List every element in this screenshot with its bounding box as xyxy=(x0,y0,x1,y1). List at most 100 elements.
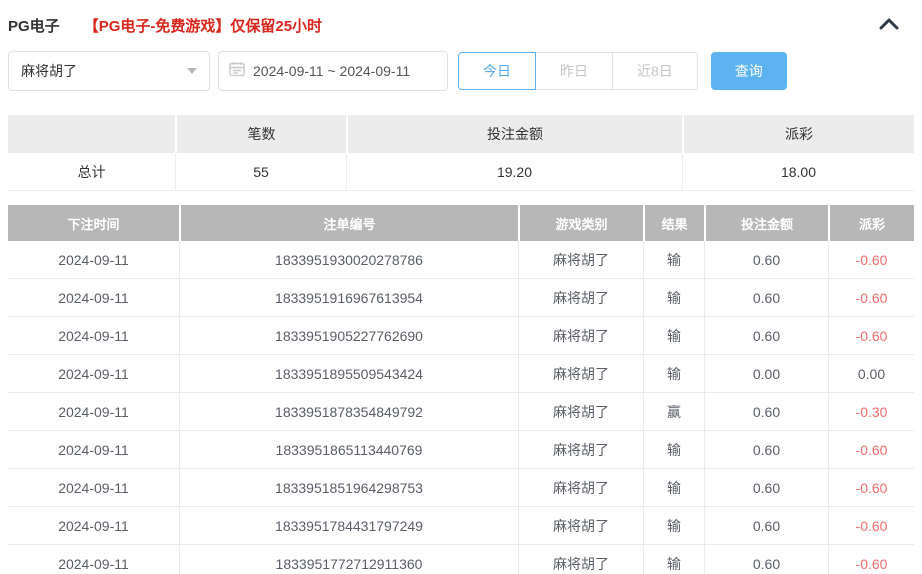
bet-id-cell: 1833951865113440769 xyxy=(179,431,518,469)
result-cell: 输 xyxy=(643,431,704,469)
chevron-down-icon xyxy=(187,68,197,74)
game-type-cell: 麻将胡了 xyxy=(518,469,643,507)
bet-amount-cell: 0.00 xyxy=(704,355,828,393)
payout-cell: -0.60 xyxy=(828,431,914,469)
game-type-cell: 麻将胡了 xyxy=(518,545,643,574)
table-row: 2024-09-11 1833951930020278786 麻将胡了 输 0.… xyxy=(8,241,914,279)
payout-cell: -0.60 xyxy=(828,545,914,574)
bet-id-cell: 1833951851964298753 xyxy=(179,469,518,507)
quick-range-last8days-button[interactable]: 近8日 xyxy=(613,52,698,90)
bet-id-cell: 1833951916967613954 xyxy=(179,279,518,317)
col-payout: 派彩 xyxy=(828,205,914,241)
summary-header-row: 笔数 投注金额 派彩 xyxy=(8,115,914,153)
bet-date-cell: 2024-09-11 xyxy=(8,355,179,393)
summary-col-count: 笔数 xyxy=(175,115,346,153)
payout-cell: -0.60 xyxy=(828,279,914,317)
free-game-notice: 【PG电子-免费游戏】仅保留25小时 xyxy=(83,18,323,35)
game-select-value: 麻将胡了 xyxy=(21,63,77,79)
payout-cell: -0.30 xyxy=(828,393,914,431)
bet-id-cell: 1833951930020278786 xyxy=(179,241,518,279)
filter-toolbar: 麻将胡了 2024-09-11 ~ 2024-09-11 今日 昨日 近8日 查… xyxy=(8,51,914,91)
bet-amount-cell: 0.60 xyxy=(704,317,828,355)
result-cell: 输 xyxy=(643,241,704,279)
game-type-cell: 麻将胡了 xyxy=(518,355,643,393)
summary-col-blank xyxy=(8,115,175,153)
col-bet-time: 下注时间 xyxy=(8,205,179,241)
summary-total-row: 总计 55 19.20 18.00 xyxy=(8,153,914,191)
bet-amount-cell: 0.60 xyxy=(704,393,828,431)
table-row: 2024-09-11 1833951895509543424 麻将胡了 输 0.… xyxy=(8,355,914,393)
table-row: 2024-09-11 1833951772712911360 麻将胡了 输 0.… xyxy=(8,545,914,574)
table-row: 2024-09-11 1833951851964298753 麻将胡了 输 0.… xyxy=(8,469,914,507)
bets-header-row: 下注时间 注单编号 游戏类别 结果 投注金额 派彩 xyxy=(8,205,914,241)
result-cell: 输 xyxy=(643,355,704,393)
bet-id-cell: 1833951784431797249 xyxy=(179,507,518,545)
date-range-picker[interactable]: 2024-09-11 ~ 2024-09-11 xyxy=(218,51,448,91)
bet-date-cell: 2024-09-11 xyxy=(8,469,179,507)
bet-id-cell: 1833951878354849792 xyxy=(179,393,518,431)
calendar-icon xyxy=(229,61,245,82)
bet-amount-cell: 0.60 xyxy=(704,545,828,574)
summary-total-bet-amount: 19.20 xyxy=(346,153,682,191)
game-type-cell: 麻将胡了 xyxy=(518,507,643,545)
game-type-cell: 麻将胡了 xyxy=(518,431,643,469)
panel-header: PG电子 【PG电子-免费游戏】仅保留25小时 xyxy=(8,0,914,46)
bet-records-table: 下注时间 注单编号 游戏类别 结果 投注金额 派彩 2024-09-11 183… xyxy=(8,205,914,574)
game-type-cell: 麻将胡了 xyxy=(518,241,643,279)
result-cell: 赢 xyxy=(643,393,704,431)
payout-cell: -0.60 xyxy=(828,241,914,279)
result-cell: 输 xyxy=(643,279,704,317)
payout-cell: -0.60 xyxy=(828,469,914,507)
bet-amount-cell: 0.60 xyxy=(704,279,828,317)
col-bet-amount: 投注金额 xyxy=(704,205,828,241)
payout-cell: -0.60 xyxy=(828,507,914,545)
table-row: 2024-09-11 1833951784431797249 麻将胡了 输 0.… xyxy=(8,507,914,545)
table-row: 2024-09-11 1833951916967613954 麻将胡了 输 0.… xyxy=(8,279,914,317)
collapse-button[interactable] xyxy=(876,12,902,38)
bet-date-cell: 2024-09-11 xyxy=(8,545,179,574)
game-type-cell: 麻将胡了 xyxy=(518,393,643,431)
result-cell: 输 xyxy=(643,545,704,574)
summary-total-count: 55 xyxy=(175,153,346,191)
table-row: 2024-09-11 1833951865113440769 麻将胡了 输 0.… xyxy=(8,431,914,469)
provider-title: PG电子 xyxy=(8,18,60,35)
summary-total-label: 总计 xyxy=(8,153,175,191)
bet-date-cell: 2024-09-11 xyxy=(8,431,179,469)
summary-table: 笔数 投注金额 派彩 总计 55 19.20 18.00 xyxy=(8,115,914,191)
table-row: 2024-09-11 1833951878354849792 麻将胡了 赢 0.… xyxy=(8,393,914,431)
summary-total-payout: 18.00 xyxy=(682,153,914,191)
bet-amount-cell: 0.60 xyxy=(704,241,828,279)
result-cell: 输 xyxy=(643,507,704,545)
bet-date-cell: 2024-09-11 xyxy=(8,241,179,279)
bet-date-cell: 2024-09-11 xyxy=(8,279,179,317)
col-bet-id: 注单编号 xyxy=(179,205,518,241)
col-result: 结果 xyxy=(643,205,704,241)
summary-col-payout: 派彩 xyxy=(682,115,914,153)
bet-id-cell: 1833951895509543424 xyxy=(179,355,518,393)
bet-id-cell: 1833951772712911360 xyxy=(179,545,518,574)
quick-range-group: 今日 昨日 近8日 xyxy=(458,52,698,90)
date-range-value: 2024-09-11 ~ 2024-09-11 xyxy=(253,63,411,79)
payout-cell: -0.60 xyxy=(828,317,914,355)
summary-col-bet-amount: 投注金额 xyxy=(346,115,682,153)
quick-range-today-button[interactable]: 今日 xyxy=(458,52,536,90)
search-button[interactable]: 查询 xyxy=(710,52,787,90)
quick-range-yesterday-button[interactable]: 昨日 xyxy=(536,52,613,90)
col-game-type: 游戏类别 xyxy=(518,205,643,241)
bet-date-cell: 2024-09-11 xyxy=(8,317,179,355)
chevron-up-icon xyxy=(879,18,899,33)
bet-amount-cell: 0.60 xyxy=(704,469,828,507)
result-cell: 输 xyxy=(643,317,704,355)
result-cell: 输 xyxy=(643,469,704,507)
bet-date-cell: 2024-09-11 xyxy=(8,507,179,545)
game-type-cell: 麻将胡了 xyxy=(518,279,643,317)
game-select[interactable]: 麻将胡了 xyxy=(8,51,210,91)
bet-id-cell: 1833951905227762690 xyxy=(179,317,518,355)
bet-date-cell: 2024-09-11 xyxy=(8,393,179,431)
payout-cell: 0.00 xyxy=(828,355,914,393)
bet-amount-cell: 0.60 xyxy=(704,431,828,469)
table-row: 2024-09-11 1833951905227762690 麻将胡了 输 0.… xyxy=(8,317,914,355)
game-type-cell: 麻将胡了 xyxy=(518,317,643,355)
bet-amount-cell: 0.60 xyxy=(704,507,828,545)
